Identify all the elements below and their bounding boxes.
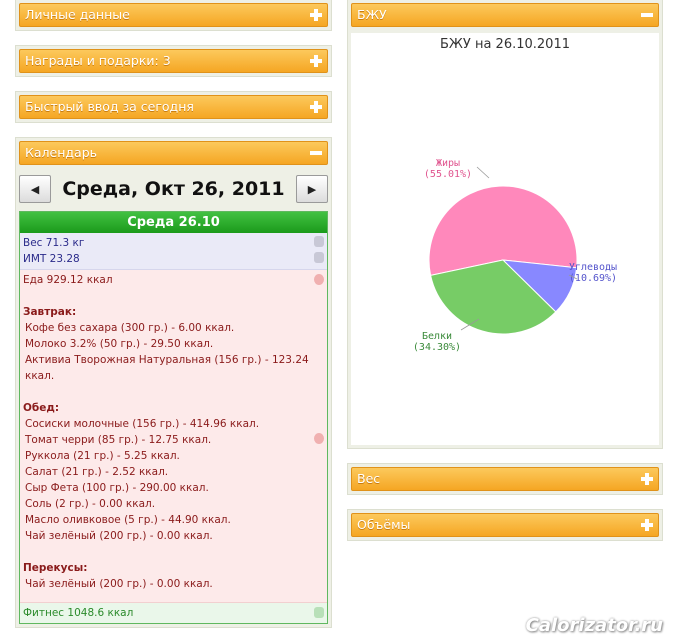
- volumes-panel-title: Объёмы: [357, 517, 411, 532]
- food-item[interactable]: Руккола (21 гр.) - 5.25 ккал.: [25, 450, 180, 462]
- calendar-panel: Календарь ◀ Среда, Окт 26, 2011 ▶ Среда …: [15, 137, 332, 628]
- slice-percent-label: (55.01%): [424, 169, 472, 180]
- bju-panel-header[interactable]: БЖУ: [351, 3, 659, 27]
- food-diary: Еда 929.12 ккал Завтрак: Кофе без сахара …: [20, 270, 327, 603]
- food-item[interactable]: Масло оливковое (5 гр.) - 44.90 ккал.: [25, 514, 231, 526]
- slice-name-label: Жиры: [436, 158, 460, 169]
- body-stats: Вес 71.3 кг ИМТ 23.28: [20, 233, 327, 270]
- pie-slice: [428, 185, 578, 276]
- day-header: Среда 26.10: [20, 212, 327, 233]
- apple-icon[interactable]: [314, 274, 324, 285]
- prev-day-button[interactable]: ◀: [19, 175, 51, 203]
- expand-plus-icon[interactable]: [641, 473, 653, 485]
- food-item[interactable]: Чай зелёный (200 гр.) - 0.00 ккал.: [25, 578, 213, 590]
- quick-input-panel-header[interactable]: Быстрый ввод за сегодня: [19, 95, 328, 119]
- scale-icon[interactable]: [314, 236, 324, 247]
- expand-plus-icon[interactable]: [310, 9, 322, 21]
- meal-title: Завтрак:: [23, 306, 77, 318]
- personal-panel-header[interactable]: Личные данные: [19, 3, 328, 27]
- weight-value: Вес 71.3 кг: [23, 237, 85, 249]
- expand-plus-icon[interactable]: [641, 519, 653, 531]
- pie-chart: Жиры(55.01%) Углеводы(10.69%) Белки(34.30%…: [413, 158, 617, 353]
- meal-title: Обед:: [23, 402, 60, 414]
- pie-slice: [430, 259, 557, 335]
- bju-panel: БЖУ БЖУ на 26.10.2011 Жиры (55.01%) Углево…: [347, 0, 663, 449]
- calendar-panel-title: Календарь: [25, 145, 97, 160]
- date-title: Среда, Окт 26, 2011: [62, 178, 285, 200]
- slice-percent-label: (10.69%): [569, 273, 617, 284]
- bju-chart: БЖУ на 26.10.2011 Жиры (55.01%) Углеводы (1…: [351, 33, 659, 445]
- right-column: БЖУ БЖУ на 26.10.2011 Жиры (55.01%) Углево…: [347, 0, 663, 555]
- personal-panel-title: Личные данные: [25, 7, 130, 22]
- slice-name-label: Углеводы: [569, 262, 617, 273]
- leader-line: [476, 166, 490, 179]
- food-item[interactable]: Сыр Фета (100 гр.) - 290.00 ккал.: [25, 482, 209, 494]
- leader-line: [460, 318, 480, 331]
- food-item[interactable]: Соль (2 гр.) - 0.00 ккал.: [25, 498, 156, 510]
- next-day-button[interactable]: ▶: [295, 175, 328, 203]
- food-item[interactable]: Салат (21 гр.) - 2.52 ккал.: [25, 466, 169, 478]
- weight-panel: Вес: [347, 463, 663, 495]
- volumes-panel: Объёмы: [347, 509, 663, 541]
- apple-icon[interactable]: [314, 433, 324, 444]
- site-watermark: Calorizator.ru: [525, 615, 663, 636]
- leader-line: [568, 274, 578, 280]
- calendar-panel-header[interactable]: Календарь: [19, 141, 328, 165]
- collapse-minus-icon[interactable]: [641, 9, 653, 21]
- food-item[interactable]: Активиа Творожная Натуральная (156 гр.) …: [25, 354, 309, 382]
- slice-name-label: Белки: [422, 331, 452, 342]
- weight-panel-title: Вес: [357, 471, 381, 486]
- food-item[interactable]: Кофе без сахара (300 гр.) - 6.00 ккал.: [25, 322, 235, 334]
- awards-panel-title: Награды и подарки: 3: [25, 53, 171, 68]
- bmi-value: ИМТ 23.28: [23, 253, 80, 265]
- quick-input-panel: Быстрый ввод за сегодня: [15, 91, 332, 123]
- date-navigation: ◀ Среда, Окт 26, 2011 ▶: [19, 175, 328, 203]
- personal-panel: Личные данные: [15, 0, 332, 31]
- expand-plus-icon[interactable]: [310, 55, 322, 67]
- collapse-minus-icon[interactable]: [310, 147, 322, 159]
- fitness-summary: Фитнес 1048.6 ккал: [20, 603, 327, 623]
- slice-percent-label: (34.30%): [413, 342, 461, 353]
- quick-input-panel-title: Быстрый ввод за сегодня: [25, 99, 194, 114]
- chart-title: БЖУ на 26.10.2011: [439, 37, 570, 52]
- food-item[interactable]: Томат черри (85 гр.) - 12.75 ккал.: [25, 434, 212, 446]
- day-summary: Среда 26.10 Вес 71.3 кг ИМТ 23.28 Еда 92…: [19, 211, 328, 624]
- weight-panel-header[interactable]: Вес: [351, 467, 659, 491]
- bju-panel-title: БЖУ: [357, 7, 387, 22]
- food-item[interactable]: Чай зелёный (200 гр.) - 0.00 ккал.: [25, 530, 213, 542]
- scale-icon[interactable]: [314, 252, 324, 263]
- volumes-panel-header[interactable]: Объёмы: [351, 513, 659, 537]
- food-item[interactable]: Молоко 3.2% (50 гр.) - 29.50 ккал.: [25, 338, 214, 350]
- meal-list: Завтрак: Кофе без сахара (300 гр.) - 6.00…: [23, 304, 324, 592]
- awards-panel: Награды и подарки: 3: [15, 45, 332, 77]
- left-column: Личные данные Награды и подарки: 3 Быстр…: [15, 0, 332, 642]
- food-total: Еда 929.12 ккал: [23, 274, 113, 286]
- fitness-value: Фитнес 1048.6 ккал: [23, 607, 134, 619]
- food-item[interactable]: Сосиски молочные (156 гр.) - 414.96 ккал…: [25, 418, 260, 430]
- fitness-icon[interactable]: [314, 607, 324, 618]
- expand-plus-icon[interactable]: [310, 101, 322, 113]
- meal-title: Перекусы:: [23, 562, 88, 574]
- awards-panel-header[interactable]: Награды и подарки: 3: [19, 49, 328, 73]
